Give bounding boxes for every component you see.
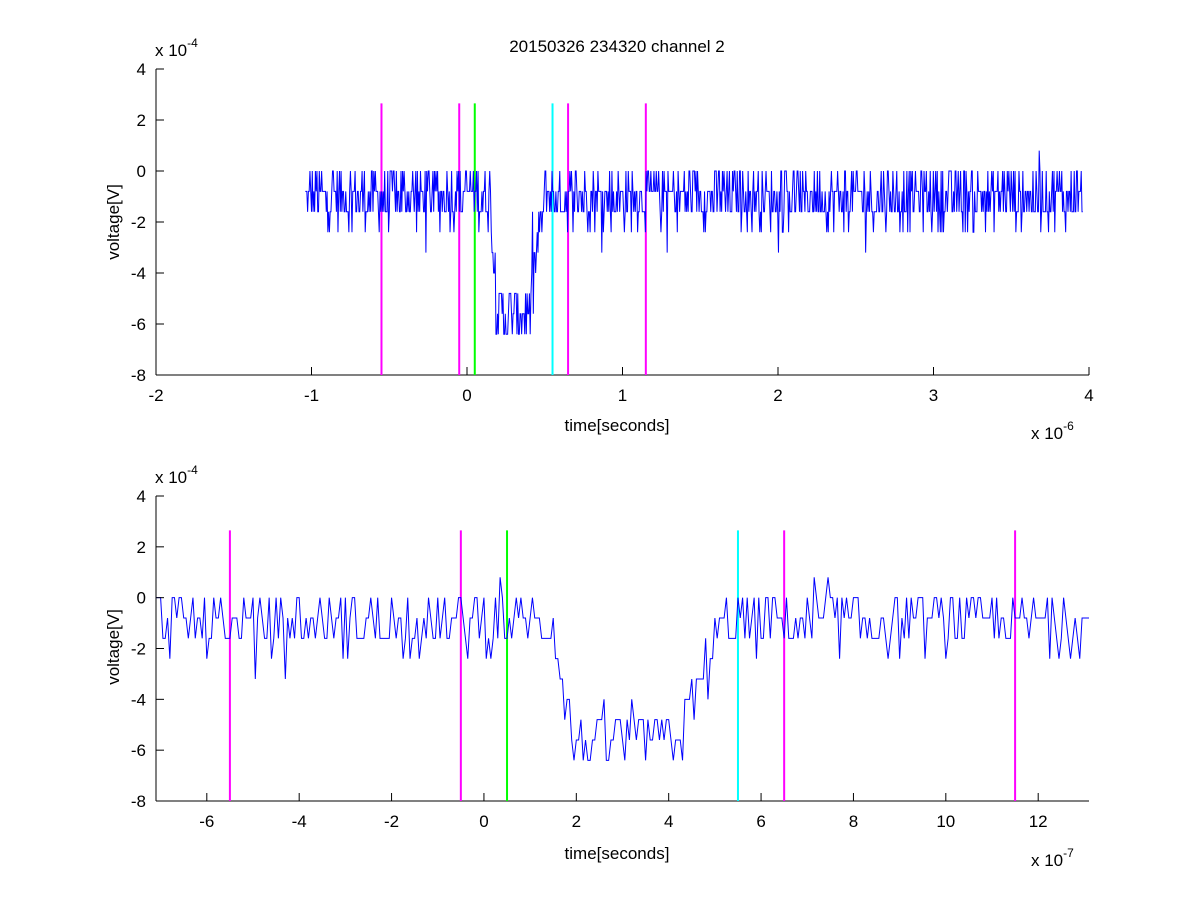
x-tick-label: 12 <box>1029 812 1048 831</box>
top-subplot: 20150326 234320 channel 2 -2 -1 0 1 2 3 4 -8 -6… <box>104 36 1094 443</box>
top-x-ticks: -2 -1 0 1 2 3 4 <box>148 367 1094 405</box>
x-tick-label: 1 <box>618 386 627 405</box>
top-marker-lines <box>380 103 647 375</box>
x-tick-label: -4 <box>292 812 307 831</box>
bottom-y-axis-label: voltage[V] <box>104 609 123 685</box>
x-tick-label: 2 <box>773 386 782 405</box>
top-x-exponent: x 10-6 <box>1031 419 1074 443</box>
y-tick-label: -2 <box>131 640 146 659</box>
y-tick-label: 0 <box>137 589 146 608</box>
bottom-subplot: -6 -4 -2 0 2 4 6 8 10 12 -8 -6 -4 -2 0 2 4 time[seconds… <box>104 463 1089 870</box>
top-signal-trace <box>305 150 1083 335</box>
bottom-y-ticks: -8 -6 -4 -2 0 2 4 <box>131 487 164 811</box>
x-tick-label: 8 <box>849 812 858 831</box>
y-tick-label: 2 <box>137 111 146 130</box>
y-tick-label: -6 <box>131 741 146 760</box>
signal-line <box>156 577 1089 761</box>
y-tick-label: -4 <box>131 690 146 709</box>
y-tick-label: -4 <box>131 264 146 283</box>
x-tick-label: 4 <box>664 812 673 831</box>
x-tick-label: 4 <box>1084 386 1093 405</box>
top-y-ticks: -8 -6 -4 -2 0 2 4 <box>131 60 164 385</box>
x-tick-label: 6 <box>756 812 765 831</box>
x-tick-label: 10 <box>936 812 955 831</box>
bottom-signal-trace <box>156 577 1089 761</box>
bottom-y-exponent: x 10-4 <box>155 463 198 487</box>
y-tick-label: -8 <box>131 792 146 811</box>
x-tick-label: -2 <box>148 386 163 405</box>
y-tick-label: -2 <box>131 213 146 232</box>
bottom-x-axis-label: time[seconds] <box>565 844 670 863</box>
x-tick-label: 0 <box>462 386 471 405</box>
signal-line <box>305 150 1083 335</box>
y-tick-label: 2 <box>137 538 146 557</box>
top-x-axis-label: time[seconds] <box>565 416 670 435</box>
x-tick-label: -2 <box>384 812 399 831</box>
x-tick-label: -1 <box>304 386 319 405</box>
y-tick-label: 4 <box>137 487 146 506</box>
y-tick-label: 4 <box>137 60 146 79</box>
top-y-axis-label: voltage[V] <box>104 184 123 260</box>
x-tick-label: 3 <box>929 386 938 405</box>
x-tick-label: 0 <box>479 812 488 831</box>
bottom-marker-lines <box>228 530 1017 801</box>
y-tick-label: -6 <box>131 315 146 334</box>
bottom-x-exponent: x 10-7 <box>1031 846 1074 870</box>
x-tick-label: 2 <box>572 812 581 831</box>
x-tick-label: -6 <box>199 812 214 831</box>
top-y-exponent: x 10-4 <box>155 36 198 60</box>
bottom-x-ticks: -6 -4 -2 0 2 4 6 8 10 12 <box>199 793 1048 831</box>
y-tick-label: -8 <box>131 366 146 385</box>
y-tick-label: 0 <box>137 162 146 181</box>
chart-title: 20150326 234320 channel 2 <box>509 37 725 56</box>
